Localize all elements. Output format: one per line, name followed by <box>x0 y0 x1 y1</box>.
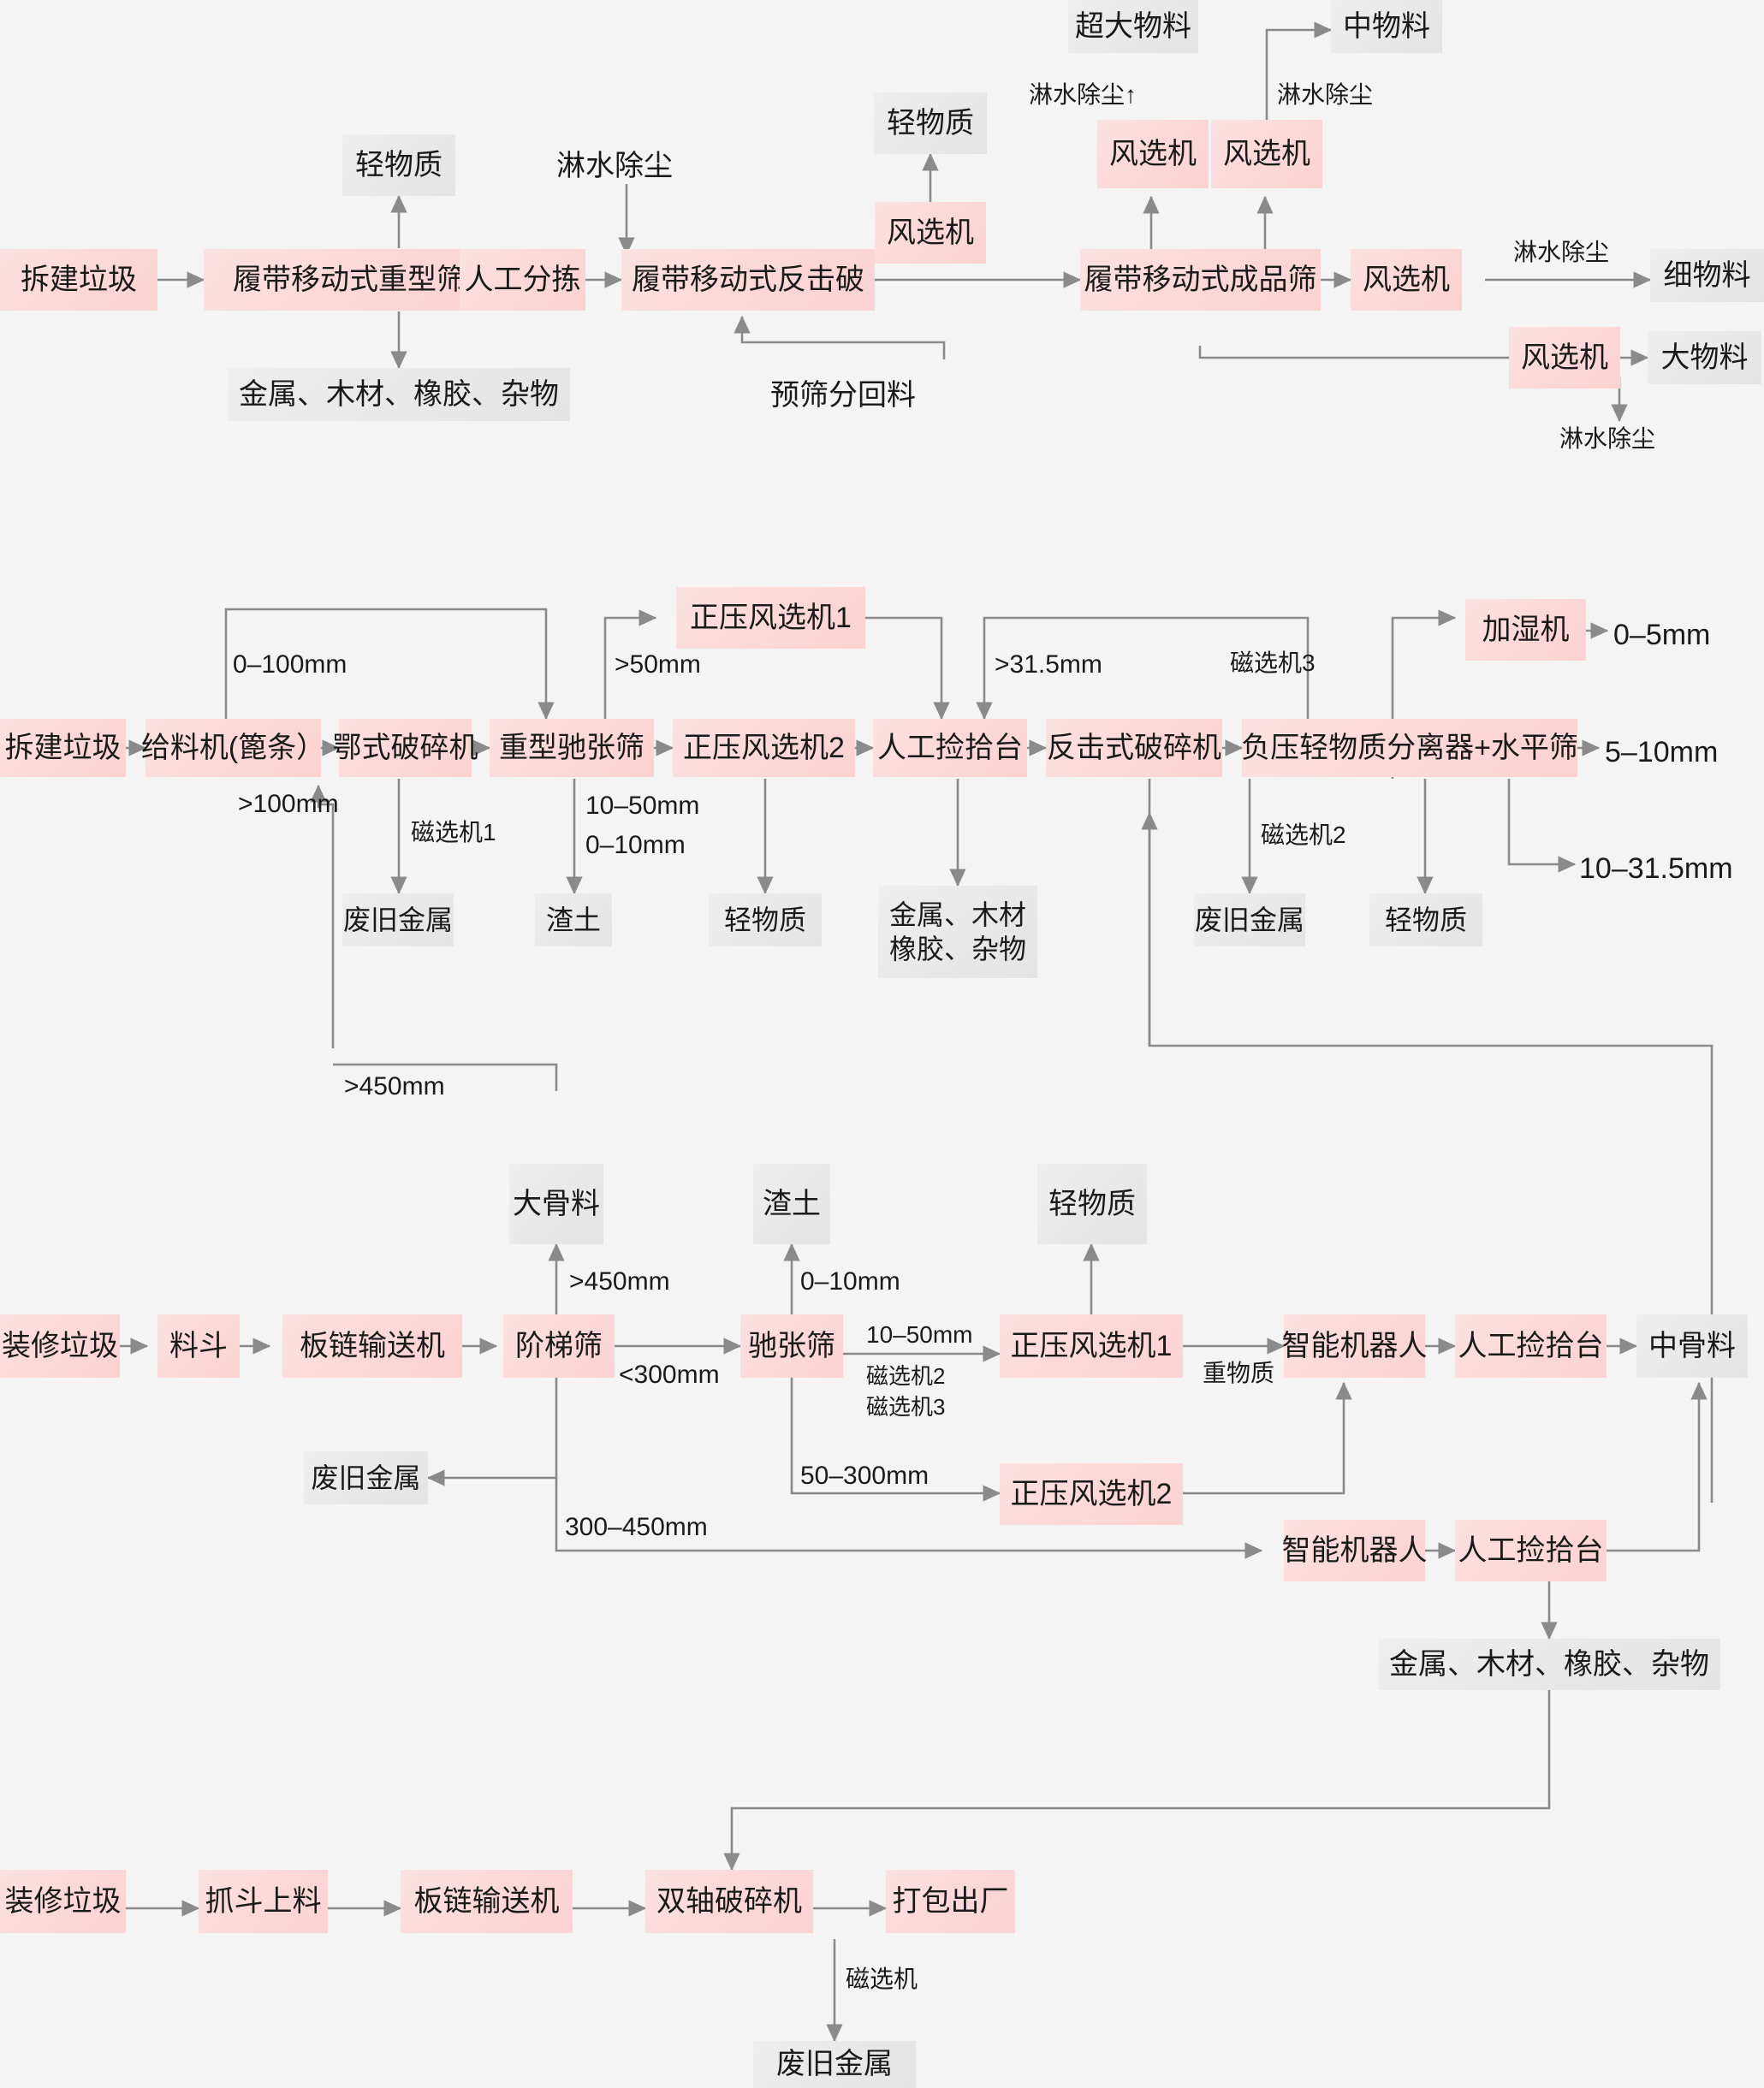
node-light-material-2: 轻物质 <box>874 92 987 154</box>
label-water-dedust-up: 淋水除尘↑ <box>1029 81 1137 108</box>
node-decoration-waste-1[interactable]: 装修垃圾 <box>0 1314 120 1378</box>
node-light-material-5: 轻物质 <box>1037 1164 1147 1244</box>
label-size-300-450: 300–450mm <box>565 1513 708 1541</box>
label-water-dedust-1: 淋水除尘 <box>556 150 673 182</box>
node-light-material-4: 轻物质 <box>1369 893 1482 946</box>
node-metal-wood-rubber-2: 金属、木材 橡胶、杂物 <box>878 886 1037 978</box>
node-manual-picking-station-sec2[interactable]: 人工捡拾台 <box>873 719 1027 777</box>
node-jaw-crusher[interactable]: 鄂式破碎机 <box>333 719 478 777</box>
node-positive-air-separator-1-sec3[interactable]: 正压风选机1 <box>1000 1314 1183 1378</box>
node-coarse-material: 大物料 <box>1648 331 1761 384</box>
node-large-aggregate: 大骨料 <box>509 1164 603 1244</box>
label-size-lt-300: <300mm <box>619 1361 720 1389</box>
node-smart-robot-2[interactable]: 智能机器人 <box>1282 1520 1428 1581</box>
label-size-0-100: 0–100mm <box>233 650 347 679</box>
label-size-0-10-sec2: 0–10mm <box>585 831 686 859</box>
label-magnetic-separator-3-sec3: 磁选机3 <box>866 1394 946 1420</box>
node-positive-air-separator-1-sec2[interactable]: 正压风选机1 <box>676 587 865 649</box>
label-size-50-300: 50–300mm <box>800 1462 930 1490</box>
label-size-gt-450-sec2: >450mm <box>344 1072 445 1100</box>
node-air-separator-2[interactable]: 风选机 <box>1097 120 1209 188</box>
node-decoration-waste-2[interactable]: 装修垃圾 <box>0 1870 126 1933</box>
label-pre-screen-return: 预筛分回料 <box>770 379 916 412</box>
label-size-10-31-5: 10–31.5mm <box>1579 852 1733 885</box>
label-size-gt-50: >50mm <box>615 650 701 679</box>
node-flip-flow-screen[interactable]: 驰张筛 <box>740 1314 843 1378</box>
node-manual-picking-station-sec3-a[interactable]: 人工捡拾台 <box>1455 1314 1607 1378</box>
node-impact-crusher[interactable]: 反击式破碎机 <box>1046 719 1222 777</box>
node-humidifier[interactable]: 加湿机 <box>1465 599 1586 661</box>
node-step-screen[interactable]: 阶梯筛 <box>503 1314 615 1378</box>
node-medium-material: 中物料 <box>1331 0 1442 53</box>
node-scrap-metal-1: 废旧金属 <box>342 893 454 946</box>
node-metal-wood-rubber-3: 金属、木材、橡胶、杂物 <box>1378 1639 1720 1690</box>
label-size-10-50-sec2: 10–50mm <box>585 792 700 820</box>
label-size-10-50-sec3: 10–50mm <box>866 1321 973 1348</box>
node-fine-material: 细物料 <box>1650 249 1764 302</box>
label-size-0-10-sec3: 0–10mm <box>800 1267 900 1296</box>
node-medium-aggregate: 中骨料 <box>1636 1314 1748 1378</box>
node-oversize-material: 超大物料 <box>1068 0 1198 53</box>
label-magnetic-separator-2-sec2: 磁选机2 <box>1261 822 1346 848</box>
node-scrap-metal-2: 废旧金属 <box>1194 893 1305 946</box>
node-tracked-impact-crusher[interactable]: 履带移动式反击破 <box>621 249 875 311</box>
node-demolition-waste-2[interactable]: 拆建垃圾 <box>0 719 126 777</box>
node-plate-chain-conveyor-1[interactable]: 板链输送机 <box>282 1314 462 1378</box>
node-twin-shaft-crusher[interactable]: 双轴破碎机 <box>645 1870 813 1933</box>
node-baling-out[interactable]: 打包出厂 <box>886 1870 1015 1933</box>
label-heavy-material: 重物质 <box>1203 1360 1275 1386</box>
node-negative-separator[interactable]: 负压轻物质分离器+水平筛 <box>1241 719 1578 777</box>
node-feeder-grizzly[interactable]: 给料机(篦条） <box>141 719 325 777</box>
label-water-dedust-2: 淋水除尘 <box>1277 81 1374 108</box>
node-heavy-flip-flow-screen[interactable]: 重型驰张筛 <box>490 719 654 777</box>
node-positive-air-separator-2-sec3[interactable]: 正压风选机2 <box>1000 1463 1183 1525</box>
label-size-0-5: 0–5mm <box>1613 619 1711 651</box>
label-magnetic-separator-1: 磁选机1 <box>411 819 496 845</box>
node-scrap-metal-3: 废旧金属 <box>304 1451 428 1504</box>
node-positive-air-separator-2-sec2[interactable]: 正压风选机2 <box>673 719 855 777</box>
node-manual-sorting[interactable]: 人工分拣 <box>460 249 585 311</box>
node-smart-robot-1[interactable]: 智能机器人 <box>1282 1314 1428 1378</box>
node-grab-feeding[interactable]: 抓斗上料 <box>199 1870 328 1933</box>
node-tracked-product-screen[interactable]: 履带移动式成品筛 <box>1080 249 1321 311</box>
label-magnetic-separator-3-sec2: 磁选机3 <box>1230 650 1316 676</box>
node-tracked-heavy-screen[interactable]: 履带移动式重型筛 <box>204 249 495 311</box>
node-light-material-3: 轻物质 <box>709 893 822 946</box>
label-size-gt-100: >100mm <box>238 790 339 818</box>
node-metal-wood-rubber-1: 金属、木材、橡胶、杂物 <box>228 368 570 421</box>
label-water-dedust-4: 淋水除尘 <box>1559 425 1656 452</box>
label-magnetic-separator-sec4: 磁选机 <box>846 1966 918 1992</box>
node-air-separator-1[interactable]: 风选机 <box>875 202 986 264</box>
node-air-separator-5[interactable]: 风选机 <box>1509 327 1620 389</box>
node-scrap-metal-4: 废旧金属 <box>753 2041 916 2088</box>
node-demolition-waste-1[interactable]: 拆建垃圾 <box>0 249 157 311</box>
label-size-gt-31-5: >31.5mm <box>995 650 1102 679</box>
label-magnetic-separator-2-sec3: 磁选机2 <box>866 1363 946 1389</box>
label-size-5-10: 5–10mm <box>1605 736 1719 768</box>
node-air-separator-4[interactable]: 风选机 <box>1351 249 1462 311</box>
node-slag-soil-1: 渣土 <box>535 893 612 946</box>
label-water-dedust-3: 淋水除尘 <box>1513 239 1610 265</box>
node-plate-chain-conveyor-2[interactable]: 板链输送机 <box>401 1870 573 1933</box>
node-manual-picking-station-sec3-b[interactable]: 人工捡拾台 <box>1455 1520 1607 1581</box>
node-air-separator-3[interactable]: 风选机 <box>1211 120 1322 188</box>
label-size-gt-450-sec3: >450mm <box>569 1267 670 1296</box>
node-light-material-1: 轻物质 <box>342 134 455 196</box>
node-hopper[interactable]: 料斗 <box>157 1314 240 1378</box>
node-slag-soil-2: 渣土 <box>753 1164 830 1244</box>
